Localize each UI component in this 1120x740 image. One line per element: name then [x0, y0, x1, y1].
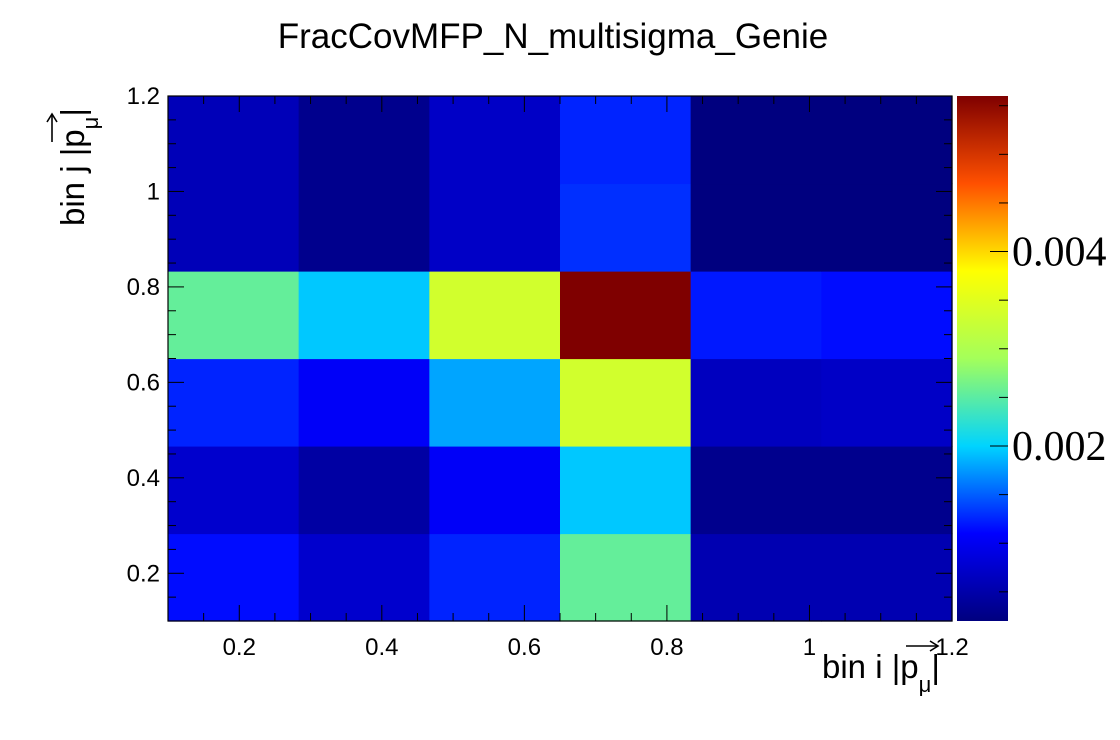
heatmap-cell [168, 183, 300, 272]
axes: 0.2 0.4 0.6 0.8 1 1.2 0.2 0.4 0.6 0.8 1 1.2 [127, 83, 969, 661]
heatmap-cell [168, 96, 300, 185]
heatmap-cell [560, 533, 692, 622]
color-scale-tick-label: 0.002 [1012, 424, 1107, 470]
heatmap-cells [168, 96, 953, 622]
x-tick-label: 0.6 [508, 634, 541, 661]
heatmap-cell [429, 96, 561, 185]
heatmap-cell [298, 358, 430, 447]
x-axis-title-sub: μ [919, 672, 932, 697]
y-tick-label: 0.2 [127, 560, 160, 587]
heatmap-cell [690, 358, 822, 447]
y-axis-vector-arrowhead [46, 112, 58, 123]
heatmap-cell [429, 271, 561, 360]
heatmap-cell [560, 271, 692, 360]
svg-text:bin j |pμ|: bin j |pμ| [54, 108, 103, 226]
x-tick-label: 0.4 [365, 634, 398, 661]
heatmap-cell [690, 271, 822, 360]
x-axis-title-suffix: | [931, 648, 940, 685]
x-axis-vector-arrowhead [929, 640, 940, 652]
heatmap-cell [821, 533, 953, 622]
color-scale-tick-label: 0.004 [1012, 230, 1107, 276]
y-axis-title-prefix: bin j | [54, 148, 91, 226]
heatmap-cell [298, 183, 430, 272]
x-tick-label: 1 [803, 634, 816, 661]
heatmap-cell [821, 358, 953, 447]
heatmap-cell [298, 445, 430, 535]
heatmap-cell [821, 96, 953, 185]
y-axis-title-sub: μ [78, 117, 103, 130]
svg-text:bin i |pμ|: bin i |pμ| [822, 648, 940, 697]
heatmap-cell [690, 183, 822, 272]
heatmap-cell [168, 445, 300, 535]
heatmap-cell [429, 183, 561, 272]
heatmap-cell [429, 358, 561, 447]
y-tick-label: 0.4 [127, 465, 160, 492]
heatmap-cell [690, 533, 822, 622]
heatmap-cell [821, 183, 953, 272]
y-tick-label: 1 [147, 178, 160, 205]
heatmap-cell [429, 445, 561, 535]
heatmap-cell [560, 183, 692, 272]
x-axis-title-prefix: bin i | [822, 648, 900, 685]
y-tick-label: 1.2 [127, 83, 160, 110]
heatmap-cell [298, 533, 430, 622]
heatmap-cell [298, 96, 430, 185]
y-tick-label: 0.8 [127, 274, 160, 301]
heatmap-cell [168, 533, 300, 622]
heatmap-cell [690, 96, 822, 185]
x-tick-label: 1.2 [935, 634, 968, 661]
color-scale-bar [957, 96, 1008, 621]
x-tick-label: 0.8 [650, 634, 683, 661]
y-axis-title: bin j |pμ| [46, 108, 103, 226]
x-axis-title: bin i |pμ| [822, 640, 940, 697]
heatmap-cell [560, 445, 692, 535]
heatmap-cell [429, 533, 561, 622]
y-axis-title-var: p [54, 129, 91, 147]
heatmap-cell [298, 271, 430, 360]
heatmap-cell [821, 445, 953, 535]
heatmap-cell [168, 271, 300, 360]
heatmap-cell [560, 358, 692, 447]
heatmap-cell [168, 358, 300, 447]
x-tick-label: 0.2 [223, 634, 256, 661]
x-axis-title-var: p [900, 648, 918, 685]
heatmap-cell [690, 445, 822, 535]
color-scale: 0.002 0.004 [957, 96, 1107, 621]
chart-title: FracCovMFP_N_multisigma_Genie [278, 17, 828, 56]
heatmap-cell [821, 271, 953, 360]
heatmap-cell [560, 96, 692, 185]
y-tick-label: 0.6 [127, 369, 160, 396]
y-axis-title-suffix: | [54, 108, 91, 117]
